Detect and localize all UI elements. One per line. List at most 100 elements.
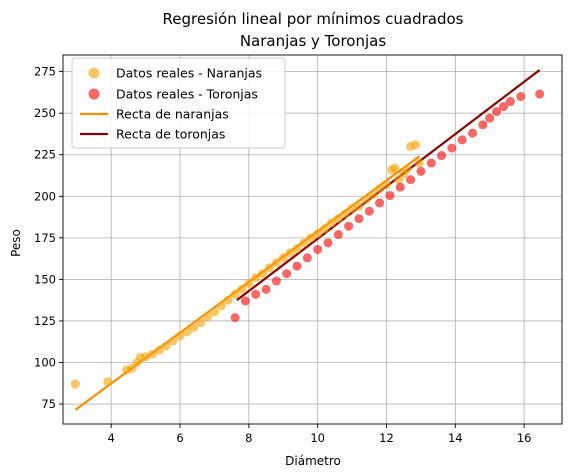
point-toronja — [437, 151, 447, 161]
point-naranja — [216, 301, 226, 311]
point-toronja — [271, 276, 281, 286]
y-tick-label: 250 — [34, 106, 56, 120]
legend-label-recta-naranjas: Recta de naranjas — [116, 107, 229, 122]
point-naranja — [414, 158, 424, 168]
legend-marker-naranjas — [88, 67, 100, 79]
point-naranja — [141, 352, 151, 362]
point-naranja — [147, 349, 157, 359]
point-toronja — [478, 120, 488, 130]
point-toronja — [354, 214, 364, 224]
point-toronja — [375, 198, 385, 208]
point-naranja — [223, 295, 233, 305]
point-naranja — [381, 180, 391, 190]
x-tick-label: 10 — [310, 431, 325, 445]
point-toronja — [457, 135, 467, 145]
point-naranja — [189, 323, 199, 333]
point-toronja — [323, 238, 333, 248]
point-toronja — [426, 158, 436, 168]
point-naranja — [299, 238, 309, 248]
point-naranja — [361, 195, 371, 205]
point-toronja — [492, 107, 502, 117]
point-naranja — [292, 244, 302, 254]
point-naranja — [411, 140, 421, 150]
plot-frame — [62, 54, 563, 425]
point-toronja — [468, 128, 478, 138]
point-toronja — [302, 253, 312, 263]
y-tick-label: 175 — [34, 231, 56, 245]
point-naranja — [230, 289, 240, 299]
legend-label-recta-toronjas: Recta de toronjas — [116, 127, 225, 142]
y-tick-label: 75 — [41, 397, 56, 411]
point-naranja — [154, 345, 164, 355]
point-naranja — [196, 318, 206, 328]
x-tick-label: 12 — [379, 431, 394, 445]
point-toronja — [344, 221, 354, 231]
point-naranja — [168, 336, 178, 346]
point-toronja — [240, 296, 250, 306]
chart-title: Regresión lineal por mínimos cuadrados — [163, 10, 464, 28]
point-naranja — [394, 175, 404, 185]
point-naranja — [285, 248, 295, 258]
y-tick-label: 225 — [34, 148, 56, 162]
point-naranja — [340, 209, 350, 219]
legend-box — [71, 57, 286, 149]
point-naranja — [354, 201, 364, 211]
x-tick-label: 4 — [108, 431, 115, 445]
legend-label-naranjas: Datos reales - Naranjas — [116, 66, 262, 81]
point-naranja — [326, 218, 336, 228]
point-naranja — [347, 204, 357, 214]
point-toronja — [292, 261, 302, 271]
x-tick-label: 16 — [517, 431, 532, 445]
y-tick-label: 200 — [34, 189, 56, 203]
y-tick-label: 100 — [34, 356, 56, 370]
x-ticks: 4 6 8 10 12 14 16 — [108, 424, 532, 445]
x-axis-label: Diámetro — [285, 454, 341, 468]
point-naranja — [161, 341, 171, 351]
point-toronja — [498, 102, 508, 112]
point-toronja — [230, 313, 240, 323]
point-toronja — [535, 89, 545, 99]
x-tick-label: 8 — [245, 431, 252, 445]
point-naranja — [237, 284, 247, 294]
point-naranja — [258, 269, 268, 279]
point-toronja — [282, 269, 292, 279]
point-naranja — [203, 312, 213, 322]
point-toronja — [406, 175, 416, 185]
point-toronja — [385, 190, 395, 200]
x-tick-label: 14 — [448, 431, 463, 445]
point-naranja — [127, 363, 137, 373]
grid-lines — [63, 55, 562, 424]
point-naranja — [320, 224, 330, 234]
point-toronja — [505, 97, 515, 107]
point-naranja — [368, 190, 378, 200]
point-naranja — [278, 253, 288, 263]
point-naranja — [182, 327, 192, 337]
point-toronja — [447, 143, 457, 153]
y-tick-label: 150 — [34, 272, 56, 286]
point-naranja — [313, 229, 323, 239]
y-axis-label: Peso — [9, 229, 23, 257]
legend: Datos reales - Naranjas Datos reales - T… — [71, 57, 286, 149]
point-toronja — [313, 244, 323, 254]
point-naranja — [333, 214, 343, 224]
y-ticks: 75 100 125 150 175 200 225 250 275 — [34, 65, 63, 411]
scatter-points — [70, 89, 545, 389]
x-tick-label: 6 — [176, 431, 183, 445]
y-tick-label: 125 — [34, 314, 56, 328]
point-naranja — [402, 164, 412, 174]
point-toronja — [364, 206, 374, 216]
chart-subtitle: Naranjas y Toronjas — [240, 32, 387, 50]
legend-marker-toronjas — [88, 88, 100, 100]
point-naranja — [244, 279, 254, 289]
point-toronja — [251, 289, 261, 299]
point-naranja — [375, 184, 385, 194]
point-toronja — [516, 92, 526, 102]
point-naranja — [175, 331, 185, 341]
point-naranja — [271, 258, 281, 268]
point-toronja — [261, 284, 271, 294]
point-naranja — [103, 377, 113, 387]
point-naranja — [306, 233, 316, 243]
point-toronja — [416, 166, 426, 176]
point-toronja — [395, 182, 405, 192]
